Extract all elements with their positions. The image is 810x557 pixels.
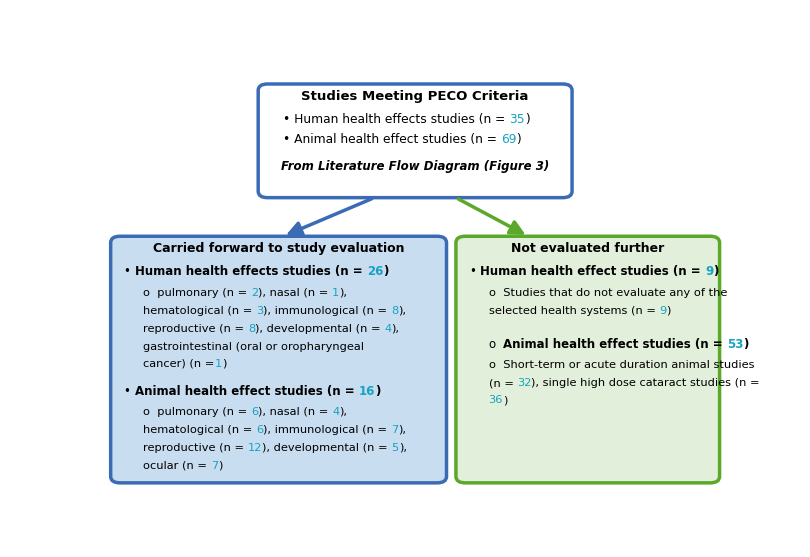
Text: ),: ),: [399, 306, 407, 316]
Text: ), single high dose cataract studies (n =: ), single high dose cataract studies (n …: [531, 378, 760, 388]
Text: Human health effect studies (n =: Human health effect studies (n =: [480, 266, 706, 278]
Text: Human health effects studies (n =: Human health effects studies (n =: [135, 266, 367, 278]
Text: ),: ),: [391, 324, 399, 334]
Text: 35: 35: [509, 113, 525, 126]
Text: o  Short-term or acute duration animal studies: o Short-term or acute duration animal st…: [488, 360, 754, 370]
Text: ), developmental (n =: ), developmental (n =: [255, 324, 384, 334]
Text: ),: ),: [339, 288, 347, 298]
Text: hematological (n =: hematological (n =: [143, 306, 256, 316]
Text: 3: 3: [256, 306, 263, 316]
FancyBboxPatch shape: [456, 236, 719, 483]
Text: 26: 26: [367, 266, 383, 278]
Text: 4: 4: [384, 324, 391, 334]
Text: 7: 7: [211, 461, 218, 471]
Text: ),: ),: [399, 425, 406, 435]
Text: ), immunological (n =: ), immunological (n =: [263, 306, 391, 316]
Text: cancer) (n =: cancer) (n =: [143, 359, 215, 369]
Text: Not evaluated further: Not evaluated further: [511, 242, 664, 255]
Text: 16: 16: [359, 385, 375, 398]
Text: ): ): [222, 359, 226, 369]
Text: ): ): [375, 385, 381, 398]
Text: 8: 8: [391, 306, 399, 316]
Text: ),: ),: [339, 407, 347, 417]
Text: 4: 4: [332, 407, 339, 417]
Text: ): ): [218, 461, 223, 471]
Text: gastrointestinal (oral or oropharyngeal: gastrointestinal (oral or oropharyngeal: [143, 342, 364, 352]
Text: reproductive (n =: reproductive (n =: [143, 443, 248, 453]
Text: ): ): [667, 306, 671, 316]
Text: Studies Meeting PECO Criteria: Studies Meeting PECO Criteria: [301, 90, 529, 102]
Text: Animal health effect studies (n =: Animal health effect studies (n =: [503, 338, 727, 351]
Text: ): ): [383, 266, 389, 278]
Text: 7: 7: [391, 425, 399, 435]
Text: 6: 6: [251, 407, 258, 417]
Text: 32: 32: [517, 378, 531, 388]
Text: Animal health effect studies (n =: Animal health effect studies (n =: [135, 385, 359, 398]
Text: ), nasal (n =: ), nasal (n =: [258, 288, 332, 298]
Text: 9: 9: [706, 266, 714, 278]
Text: • Human health effects studies (n =: • Human health effects studies (n =: [284, 113, 509, 126]
FancyBboxPatch shape: [111, 236, 446, 483]
Text: •: •: [125, 266, 135, 278]
Text: ), developmental (n =: ), developmental (n =: [262, 443, 391, 453]
Text: o: o: [488, 338, 503, 351]
Text: selected health systems (n =: selected health systems (n =: [488, 306, 659, 316]
Text: 12: 12: [248, 443, 262, 453]
Text: 8: 8: [248, 324, 255, 334]
Text: From Literature Flow Diagram (Figure 3): From Literature Flow Diagram (Figure 3): [281, 160, 549, 173]
Text: Carried forward to study evaluation: Carried forward to study evaluation: [153, 242, 404, 255]
Text: • Animal health effect studies (n =: • Animal health effect studies (n =: [284, 133, 501, 146]
Text: o  Studies that do not evaluate any of the: o Studies that do not evaluate any of th…: [488, 288, 727, 298]
Text: reproductive (n =: reproductive (n =: [143, 324, 248, 334]
Text: 6: 6: [256, 425, 263, 435]
Text: •: •: [470, 266, 480, 278]
Text: 9: 9: [659, 306, 667, 316]
Text: 5: 5: [391, 443, 399, 453]
Text: •: •: [125, 385, 135, 398]
Text: ): ): [744, 338, 748, 351]
Text: ocular (n =: ocular (n =: [143, 461, 211, 471]
Text: o  pulmonary (n =: o pulmonary (n =: [143, 288, 251, 298]
Text: 36: 36: [488, 395, 503, 405]
Text: ): ): [517, 133, 522, 146]
Text: 53: 53: [727, 338, 744, 351]
Text: ), nasal (n =: ), nasal (n =: [258, 407, 332, 417]
Text: 1: 1: [215, 359, 222, 369]
Text: 1: 1: [332, 288, 339, 298]
Text: ), immunological (n =: ), immunological (n =: [263, 425, 391, 435]
FancyBboxPatch shape: [258, 84, 572, 198]
Text: (n =: (n =: [488, 378, 517, 388]
Text: o  pulmonary (n =: o pulmonary (n =: [143, 407, 251, 417]
Text: ): ): [714, 266, 718, 278]
Text: ),: ),: [399, 443, 407, 453]
Text: 2: 2: [251, 288, 258, 298]
Text: ): ): [525, 113, 530, 126]
Text: 69: 69: [501, 133, 517, 146]
Text: hematological (n =: hematological (n =: [143, 425, 256, 435]
Text: ): ): [503, 395, 507, 405]
